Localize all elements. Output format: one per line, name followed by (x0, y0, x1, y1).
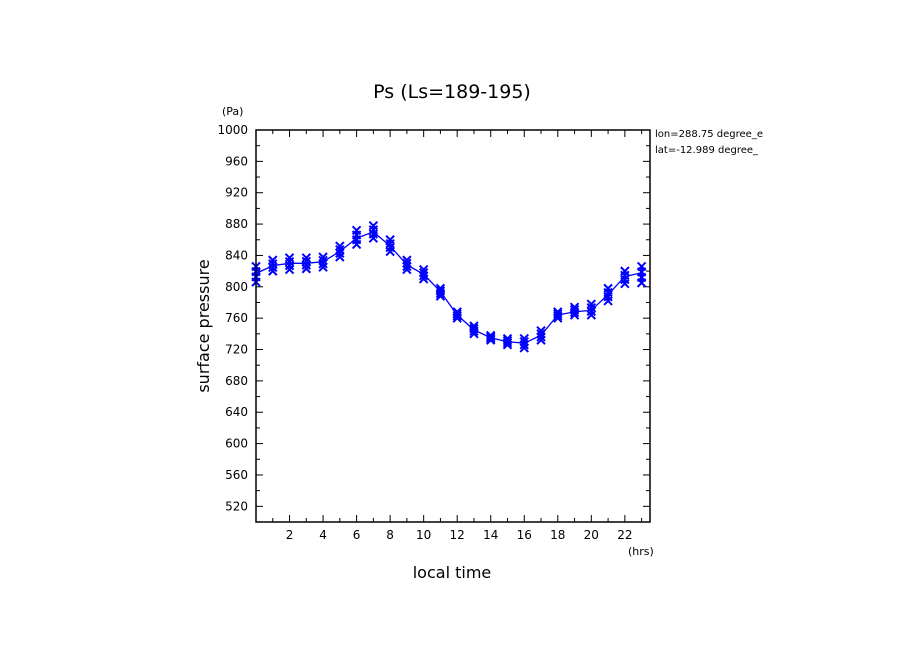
y-tick-label: 520 (225, 499, 248, 513)
data-point-marker (435, 286, 446, 296)
data-point-marker (636, 261, 647, 272)
y-axis-title: surface pressure (194, 259, 213, 392)
data-point-marker (586, 306, 597, 317)
data-point-marker (586, 310, 597, 320)
data-point-marker (502, 333, 513, 344)
data-point-marker (318, 255, 328, 266)
data-point-marker (502, 335, 513, 346)
data-point-marker (486, 333, 496, 344)
data-point-marker (268, 262, 278, 273)
data-point-marker (335, 244, 345, 255)
data-point-marker (268, 266, 278, 276)
data-point-marker (318, 259, 328, 269)
x-tick-label: 18 (550, 528, 565, 542)
y-tick-label: 960 (225, 154, 248, 168)
data-point-marker (603, 283, 613, 294)
data-point-marker (553, 307, 563, 317)
data-point-marker (418, 267, 429, 278)
series-line (255, 231, 642, 344)
data-point-marker (335, 252, 345, 262)
data-point-marker (301, 253, 312, 263)
y-tick-label: 760 (225, 311, 248, 325)
data-point-marker (318, 262, 328, 272)
y-tick-label: 560 (225, 468, 248, 482)
data-point-marker (268, 255, 278, 265)
data-point-marker (301, 264, 312, 274)
plot-frame (255, 129, 651, 523)
y-tick-label: 800 (225, 280, 248, 294)
data-point-marker (469, 323, 479, 334)
data-point-marker (368, 220, 379, 231)
x-tick-label: 10 (416, 528, 431, 542)
y-tick-label: 840 (225, 248, 248, 262)
x-tick-label: 12 (450, 528, 465, 542)
y-unit-label: (Pa) (222, 105, 243, 118)
x-tick-label: 20 (584, 528, 599, 542)
data-point-marker (301, 260, 312, 270)
y-tick-label: 640 (225, 405, 248, 419)
data-point-marker (402, 255, 412, 265)
y-tick-label: 880 (225, 217, 248, 231)
data-point-marker (301, 256, 312, 267)
data-point-marker (586, 302, 597, 313)
y-tick-label: 680 (225, 374, 248, 388)
annotation-lat: lat=-12.989 degree_ (655, 145, 759, 156)
x-tick-label: 6 (353, 528, 361, 542)
data-point-marker (569, 305, 580, 315)
x-axis-title: local time (413, 563, 492, 582)
data-point-marker (519, 336, 529, 347)
data-point-marker (620, 266, 630, 276)
data-point-marker (318, 252, 328, 262)
x-tick-label: 4 (319, 528, 327, 542)
data-point-marker (402, 258, 412, 268)
y-tick-label: 720 (225, 343, 248, 357)
data-point-marker (452, 309, 462, 319)
data-point-marker (486, 332, 496, 342)
data-point-marker (452, 307, 462, 317)
y-tick-label: 600 (225, 437, 248, 451)
data-point-marker (351, 225, 362, 236)
data-point-marker (469, 321, 479, 331)
data-point-marker (418, 264, 429, 275)
y-tick-label: 1000 (217, 123, 248, 137)
x-unit-label: (hrs) (628, 545, 654, 558)
data-point-marker (519, 333, 529, 344)
x-tick-label: 22 (617, 528, 632, 542)
data-point-marker (268, 259, 278, 269)
data-point-marker (536, 325, 546, 336)
data-point-marker (536, 329, 546, 339)
x-tick-label: 8 (386, 528, 394, 542)
data-point-marker (586, 299, 597, 309)
data-point-marker (385, 235, 395, 245)
y-tick-label: 920 (225, 186, 248, 200)
x-tick-label: 2 (286, 528, 294, 542)
data-point-marker (435, 283, 446, 294)
data-point-marker (569, 302, 580, 312)
data-point-marker (553, 309, 563, 319)
x-tick-label: 16 (517, 528, 532, 542)
annotation-lon: lon=288.75 degree_e (655, 129, 763, 140)
data-point-marker (486, 330, 496, 341)
data-point-marker (335, 248, 345, 259)
data-point-marker (284, 253, 295, 263)
chart-title: Ps (Ls=189-195) (373, 81, 531, 103)
x-tick-label: 14 (483, 528, 498, 542)
data-point-marker (335, 241, 345, 251)
